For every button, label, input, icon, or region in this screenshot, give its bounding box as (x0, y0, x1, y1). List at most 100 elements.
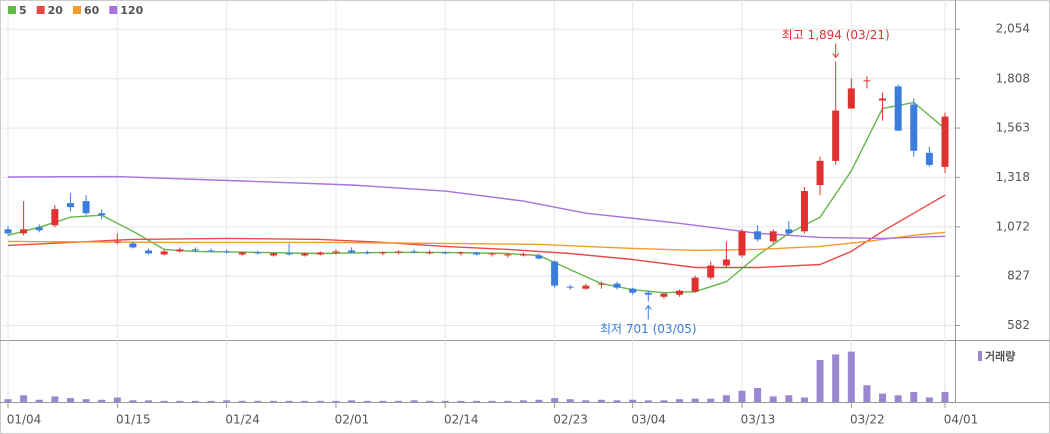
arrow (644, 304, 652, 320)
candle-body (676, 290, 684, 295)
grid (0, 0, 960, 408)
candle-body (894, 86, 902, 131)
volume-bar (66, 398, 74, 402)
volume-bar (145, 400, 153, 402)
candle-body (348, 250, 356, 253)
candle-body (410, 251, 418, 253)
volume-bar (348, 400, 356, 402)
volume-bar (113, 397, 121, 402)
volume-bar (191, 400, 199, 402)
candle-body (566, 286, 574, 288)
legend-label: 거래량 (985, 349, 1015, 363)
candle-body (863, 80, 871, 82)
legend-swatch (978, 351, 982, 361)
candle-body (769, 231, 777, 242)
volume-bar (269, 400, 277, 402)
low-annotation: 최저 701 (03/05) (600, 322, 697, 336)
candle-body (426, 252, 434, 254)
candle-body (98, 213, 106, 216)
volume-bar (644, 400, 652, 402)
volume-bar (238, 400, 246, 402)
volume-bar (676, 399, 684, 402)
y-tick-label: 827 (1007, 269, 1030, 283)
x-tick-label: 03/22 (850, 413, 885, 427)
legend-swatch (8, 6, 16, 14)
volume-bar (566, 399, 574, 402)
candle-body (488, 253, 496, 255)
volume-bar (800, 397, 808, 402)
candle-body (925, 152, 933, 165)
y-tick-label: 1,808 (996, 71, 1030, 85)
legend-label: 5 (19, 4, 27, 17)
candle-body (785, 229, 793, 234)
x-tick-label: 01/24 (225, 413, 260, 427)
volume-bar (660, 400, 668, 402)
legend-label: 120 (120, 4, 143, 17)
y-tick-label: 582 (1007, 318, 1030, 332)
ma-line (7, 194, 946, 269)
candle-body (254, 252, 262, 254)
volume-bar (488, 400, 496, 402)
volume-bar (176, 400, 184, 402)
legend-label: 60 (84, 4, 100, 17)
candle-body (269, 253, 277, 256)
volume-bar (832, 354, 840, 402)
volume-bar (129, 400, 137, 402)
volume-bar (4, 399, 12, 402)
volume-bar (316, 400, 324, 402)
candle-body (379, 252, 387, 254)
y-tick-label: 2,054 (996, 22, 1030, 36)
x-tick-label: 02/23 (553, 413, 588, 427)
candle-body (941, 116, 949, 167)
candle-body (332, 251, 340, 253)
volume-bar (847, 351, 855, 402)
volume-bar (51, 396, 59, 402)
candle-body (4, 229, 12, 234)
candle-body (82, 201, 90, 214)
candle-body (394, 251, 402, 253)
candle-body (551, 261, 559, 286)
volume-bar (535, 399, 543, 402)
volume-bar (707, 398, 715, 402)
volume-bar (20, 395, 28, 402)
volume-bar (473, 400, 480, 402)
x-tick-label: 03/13 (741, 413, 776, 427)
volume-bar (613, 400, 621, 402)
candle-body (582, 285, 590, 289)
volume-bar (597, 399, 605, 402)
candle-body (223, 251, 231, 253)
candle-body (660, 293, 668, 297)
candle-body (738, 231, 746, 256)
candle-body (644, 292, 652, 295)
volume-bar (551, 398, 559, 402)
y-tick-label: 1,563 (996, 121, 1030, 135)
x-tick-label: 04/01 (944, 413, 979, 427)
candle-body (66, 203, 74, 208)
legend-label: 20 (48, 4, 64, 17)
x-tick-label: 02/14 (444, 413, 479, 427)
volume-bar (82, 399, 90, 402)
volume-bar (426, 400, 434, 402)
ma-line (7, 175, 946, 240)
candle-body (519, 254, 527, 256)
candle-body (597, 283, 605, 285)
volume-bar (223, 400, 231, 402)
volume-bar (582, 400, 590, 402)
volume-bar (879, 393, 887, 402)
volume-bar (941, 391, 949, 402)
candle-body (160, 251, 168, 255)
volume-bar (785, 395, 793, 402)
volume-bar (504, 400, 512, 402)
volume-bar (363, 400, 371, 402)
volume-bar (301, 400, 309, 402)
volume-bar (691, 398, 699, 402)
candle-body (722, 259, 730, 266)
candle-body (441, 252, 449, 254)
candle-body (363, 252, 371, 254)
volume-bar (519, 400, 527, 402)
candle-body (51, 209, 59, 226)
volume-bar (379, 400, 387, 402)
volume-bar (925, 397, 933, 402)
volume-bar (285, 400, 293, 402)
